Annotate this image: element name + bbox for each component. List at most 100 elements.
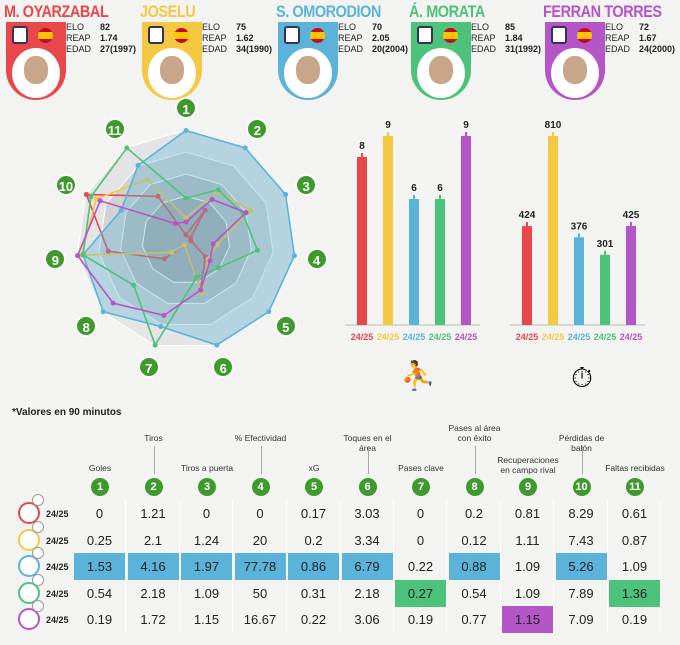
club-crest-icon bbox=[32, 600, 44, 612]
column-header: xG bbox=[308, 463, 320, 473]
reap-value: 1.62 bbox=[236, 33, 254, 43]
radar-point bbox=[135, 162, 141, 168]
column-number: 11 bbox=[626, 478, 644, 496]
reap-value: 1.74 bbox=[100, 33, 118, 43]
column-header: Faltas recibidas bbox=[605, 463, 665, 473]
elo-value: 72 bbox=[639, 22, 650, 32]
radar-point bbox=[266, 309, 272, 315]
season-label: 24/25 bbox=[46, 562, 69, 572]
bar-value-label: 810 bbox=[545, 120, 562, 131]
reap-value: 1.84 bbox=[505, 33, 523, 43]
table-cell: 0.77 bbox=[449, 606, 501, 633]
table-row: 24/25 0.25 2.1 1.24 20 0.2 3.34 0 0.12 1.11 7.43 0.… bbox=[18, 520, 678, 554]
radar-point bbox=[161, 312, 167, 318]
club-crest-icon bbox=[148, 26, 164, 44]
table-cell: 1.11 bbox=[502, 526, 554, 554]
radar-point bbox=[144, 177, 150, 183]
edad-label: EDAD bbox=[66, 44, 92, 54]
football-player-icon: ⛹ bbox=[401, 358, 436, 392]
table-cell: 1.09 bbox=[181, 579, 233, 607]
bar-value-label: 9 bbox=[385, 120, 391, 131]
column-header: Toques en el área bbox=[343, 433, 392, 453]
radar-point bbox=[182, 242, 188, 248]
table-cell: 0.54 bbox=[449, 579, 501, 607]
elo-label: ELO bbox=[338, 22, 357, 32]
radar-point bbox=[183, 219, 189, 225]
column-number: 4 bbox=[251, 478, 270, 496]
table-cell: 0 bbox=[74, 500, 126, 527]
club-crest-icon bbox=[551, 26, 567, 44]
table-cell: 1.09 bbox=[502, 579, 554, 607]
flag-icon bbox=[443, 28, 458, 43]
table-cell: 0.2 bbox=[449, 500, 501, 527]
column-number: 1 bbox=[91, 478, 109, 496]
reap-label: REAP bbox=[338, 33, 363, 43]
table-cell: 0.25 bbox=[74, 526, 126, 554]
player-card[interactable]: JOSELU ELO 75 REAP 1.62 EDAD 34(1990) bbox=[138, 0, 272, 100]
radar-point bbox=[168, 250, 174, 256]
column-number: 5 bbox=[305, 478, 323, 496]
radar-axis-label: 7 bbox=[137, 355, 160, 378]
radar-series-1 bbox=[80, 178, 252, 298]
header-connector bbox=[474, 446, 476, 474]
table-cell: 0.2 bbox=[288, 526, 340, 554]
player-card[interactable]: FERRAN TORRES ELO 72 REAP 1.67 EDAD 24(2000… bbox=[541, 0, 675, 100]
table-cell: 0 bbox=[235, 500, 287, 527]
radar-point bbox=[215, 242, 221, 248]
radar-point bbox=[215, 187, 221, 193]
bar bbox=[409, 199, 419, 325]
reap-value: 1.67 bbox=[639, 33, 657, 43]
bar bbox=[383, 136, 393, 325]
table-row: 24/25 0.54 2.18 1.09 50 0.31 2.18 0.27 0.54 1.09 7… bbox=[18, 573, 678, 607]
elo-label: ELO bbox=[605, 22, 624, 32]
column-header: Recuperaciones en campo rival bbox=[497, 455, 559, 475]
player-photo bbox=[148, 48, 196, 98]
player-card[interactable]: M. OYARZABAL ELO 82 REAP 1.74 EDAD 27(1997) bbox=[2, 0, 136, 100]
bar-value-label: 6 bbox=[411, 183, 417, 194]
radar-series-4 bbox=[76, 198, 248, 317]
flag-icon bbox=[38, 28, 53, 43]
table-row: 24/25 0 1.21 0 0 0.17 3.03 0 0.2 0.81 8.29 0.61 bbox=[18, 494, 678, 527]
reap-label: REAP bbox=[605, 33, 630, 43]
radar-point bbox=[152, 342, 158, 348]
radar-axis-label: 8 bbox=[75, 315, 98, 338]
table-row: 24/25 0.19 1.72 1.15 16.67 0.22 3.06 0.19 0.77 1.… bbox=[18, 600, 678, 633]
table-cell: 0.86 bbox=[288, 553, 340, 580]
player-avatar bbox=[18, 502, 40, 524]
reap-label: REAP bbox=[66, 33, 91, 43]
table-cell: 77.78 bbox=[234, 553, 287, 580]
table-cell: 0.19 bbox=[74, 606, 126, 633]
table-cell: 3.34 bbox=[342, 526, 394, 554]
player-photo bbox=[284, 48, 332, 98]
edad-label: EDAD bbox=[338, 44, 364, 54]
table-cell: 0.88 bbox=[448, 553, 501, 580]
stopwatch-icon: ⏱ bbox=[571, 362, 593, 393]
column-number: 3 bbox=[198, 478, 216, 496]
bar-category-label: 24/25 bbox=[377, 332, 400, 342]
table-cell: 2.18 bbox=[342, 579, 394, 607]
radar-point bbox=[188, 238, 194, 244]
bar bbox=[435, 199, 445, 325]
table-cell: 16.67 bbox=[235, 606, 287, 633]
bar-charts: 8 24/25 9 24/25 6 24/25 6 24/25 9 24/25 424 24/25 81… bbox=[345, 120, 645, 393]
club-crest-icon bbox=[12, 26, 28, 44]
club-crest-icon bbox=[32, 573, 44, 586]
table-cell: 1.97 bbox=[181, 553, 233, 580]
player-card[interactable]: S. OMORODION ELO 70 REAP 2.05 EDAD 20(2004) bbox=[274, 0, 408, 100]
header-connector bbox=[260, 446, 262, 474]
radar-point bbox=[247, 208, 253, 214]
radar-point bbox=[100, 309, 106, 315]
column-header: % Efectividad bbox=[234, 433, 287, 443]
table-cell: 0.22 bbox=[288, 606, 340, 633]
radar-point bbox=[80, 252, 86, 258]
radar-point bbox=[194, 274, 200, 280]
season-label: 24/25 bbox=[46, 615, 69, 625]
radar-point bbox=[161, 256, 167, 262]
table-cell: 0.81 bbox=[502, 500, 554, 527]
player-name: M. OYARZABAL bbox=[4, 2, 109, 21]
radar-point bbox=[83, 192, 89, 198]
radar-point bbox=[210, 241, 216, 247]
edad-label: EDAD bbox=[202, 44, 228, 54]
radar-point bbox=[207, 258, 213, 264]
player-card[interactable]: Á. MORATA ELO 85 REAP 1.84 EDAD 31(1992) bbox=[407, 0, 541, 100]
